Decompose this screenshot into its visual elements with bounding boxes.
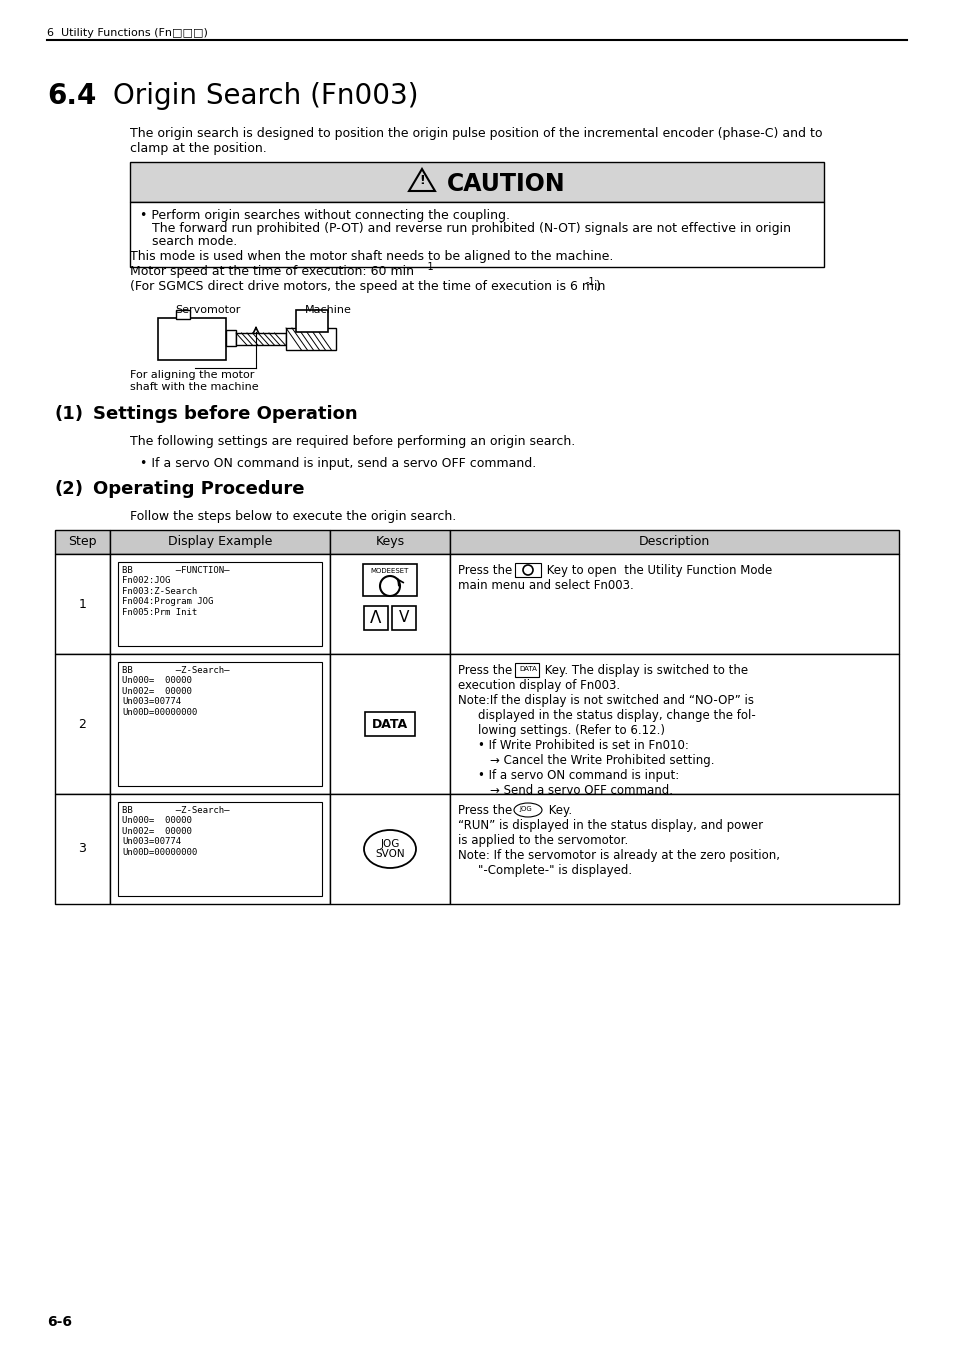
Text: Machine: Machine	[305, 305, 352, 315]
Text: execution display of Fn003.: execution display of Fn003.	[457, 679, 619, 693]
Bar	[515, 663, 538, 676]
Text: Λ: Λ	[370, 609, 381, 626]
Text: Key to open  the Utility Function Mode: Key to open the Utility Function Mode	[542, 564, 771, 576]
Bar	[130, 162, 823, 202]
Text: SVON: SVON	[375, 849, 404, 859]
Bar	[55, 653, 110, 794]
Text: Keys: Keys	[375, 536, 404, 548]
Text: 6.4: 6.4	[47, 82, 96, 109]
Text: BB        —Z-Search—
Un000=  00000
Un002=  00000
Un003=00774
Un00D=00000000: BB —Z-Search— Un000= 00000 Un002= 00000 …	[122, 666, 230, 717]
Text: → Cancel the Write Prohibited setting.: → Cancel the Write Prohibited setting.	[490, 755, 714, 767]
Bar	[118, 562, 322, 647]
Text: Servomotor: Servomotor	[174, 305, 240, 315]
Text: Press the: Press the	[457, 805, 516, 817]
Bar	[365, 711, 415, 736]
Text: Key.: Key.	[544, 805, 572, 817]
Bar	[55, 794, 110, 904]
Text: Press the: Press the	[457, 564, 516, 576]
Bar	[330, 554, 450, 653]
Text: → Send a servo OFF command.: → Send a servo OFF command.	[490, 784, 672, 796]
Text: (1): (1)	[55, 405, 84, 423]
Bar	[450, 554, 898, 653]
Text: 6-6: 6-6	[47, 1315, 71, 1328]
Bar	[363, 564, 416, 595]
Text: The forward run prohibited (P-OT) and reverse run prohibited (N-OT) signals are : The forward run prohibited (P-OT) and re…	[152, 221, 790, 235]
Text: The following settings are required before performing an origin search.: The following settings are required befo…	[130, 435, 575, 448]
Text: BB        —FUNCTION—
Fn002:JOG
Fn003:Z-Search
Fn004:Program JOG
Fn005:Prm Init: BB —FUNCTION— Fn002:JOG Fn003:Z-Search F…	[122, 566, 230, 617]
Bar	[450, 653, 898, 794]
Bar	[450, 531, 898, 554]
Text: (For SGMCS direct drive motors, the speed at the time of execution is 6 min: (For SGMCS direct drive motors, the spee…	[130, 279, 605, 293]
Text: The origin search is designed to position the origin pulse position of the incre: The origin search is designed to positio…	[130, 127, 821, 140]
Text: -1: -1	[585, 277, 595, 288]
Bar	[55, 554, 110, 653]
Text: Display Example: Display Example	[168, 536, 272, 548]
Text: This mode is used when the motor shaft needs to be aligned to the machine.: This mode is used when the motor shaft n…	[130, 250, 613, 263]
Text: MODEESET: MODEESET	[371, 568, 409, 574]
Bar	[110, 653, 330, 794]
Text: Key. The display is switched to the: Key. The display is switched to the	[540, 664, 747, 676]
Bar	[286, 328, 335, 350]
Text: 2: 2	[78, 717, 87, 730]
Text: • Perform origin searches without connecting the coupling.: • Perform origin searches without connec…	[140, 209, 510, 221]
Text: ): )	[596, 279, 600, 293]
Text: Note: If the servomotor is already at the zero position,: Note: If the servomotor is already at th…	[457, 849, 780, 863]
Text: "-Complete-" is displayed.: "-Complete-" is displayed.	[477, 864, 632, 878]
Text: Settings before Operation: Settings before Operation	[92, 405, 357, 423]
Bar	[55, 531, 110, 554]
Text: Press the: Press the	[457, 664, 516, 676]
Bar	[130, 202, 823, 267]
Bar	[226, 329, 235, 346]
Bar	[158, 319, 226, 360]
Text: 3: 3	[78, 842, 87, 856]
Text: clamp at the position.: clamp at the position.	[130, 142, 267, 155]
Text: 1: 1	[78, 598, 87, 610]
Bar	[175, 310, 190, 319]
Bar	[330, 794, 450, 904]
Text: JOG: JOG	[518, 806, 531, 811]
Text: “RUN” is displayed in the status display, and power: “RUN” is displayed in the status display…	[457, 819, 762, 832]
Text: -1: -1	[424, 262, 435, 271]
Text: lowing settings. (Refer to 6.12.): lowing settings. (Refer to 6.12.)	[477, 724, 664, 737]
Text: Step: Step	[69, 536, 96, 548]
Text: DATA: DATA	[518, 666, 537, 672]
Bar	[330, 653, 450, 794]
Text: For aligning the motor
shaft with the machine: For aligning the motor shaft with the ma…	[130, 370, 258, 392]
Text: 6  Utility Functions (Fn□□□): 6 Utility Functions (Fn□□□)	[47, 28, 208, 38]
Text: displayed in the status display, change the fol-: displayed in the status display, change …	[477, 709, 755, 722]
Text: • If a servo ON command is input, send a servo OFF command.: • If a servo ON command is input, send a…	[140, 458, 536, 470]
Bar	[235, 333, 286, 346]
Text: Origin Search (Fn003): Origin Search (Fn003)	[112, 82, 418, 109]
Text: main menu and select Fn003.: main menu and select Fn003.	[457, 579, 633, 593]
Text: Note:If the display is not switched and “NO-OP” is: Note:If the display is not switched and …	[457, 694, 753, 707]
Text: BB        —Z-Search—
Un000=  00000
Un002=  00000
Un003=00774
Un00D=00000000: BB —Z-Search— Un000= 00000 Un002= 00000 …	[122, 806, 230, 857]
Text: is applied to the servomotor.: is applied to the servomotor.	[457, 834, 628, 846]
Bar	[392, 606, 416, 630]
Text: !: !	[418, 174, 424, 188]
Bar	[110, 554, 330, 653]
Bar	[295, 310, 328, 332]
Bar	[110, 531, 330, 554]
Text: DATA: DATA	[372, 717, 408, 730]
Text: • If Write Prohibited is set in Fn010:: • If Write Prohibited is set in Fn010:	[477, 738, 688, 752]
Text: JOG: JOG	[380, 838, 399, 849]
Text: Description: Description	[639, 536, 709, 548]
Text: V: V	[398, 610, 409, 625]
Bar	[515, 563, 540, 576]
Text: CAUTION: CAUTION	[447, 171, 565, 196]
Text: • If a servo ON command is input:: • If a servo ON command is input:	[477, 769, 679, 782]
Bar	[364, 606, 388, 630]
Text: search mode.: search mode.	[152, 235, 237, 248]
Text: Operating Procedure: Operating Procedure	[92, 481, 304, 498]
Bar	[110, 794, 330, 904]
Bar	[450, 794, 898, 904]
Bar	[118, 662, 322, 786]
Bar	[330, 531, 450, 554]
Text: Motor speed at the time of execution: 60 min: Motor speed at the time of execution: 60…	[130, 265, 414, 278]
Text: (2): (2)	[55, 481, 84, 498]
Text: Follow the steps below to execute the origin search.: Follow the steps below to execute the or…	[130, 510, 456, 522]
Bar	[118, 802, 322, 896]
